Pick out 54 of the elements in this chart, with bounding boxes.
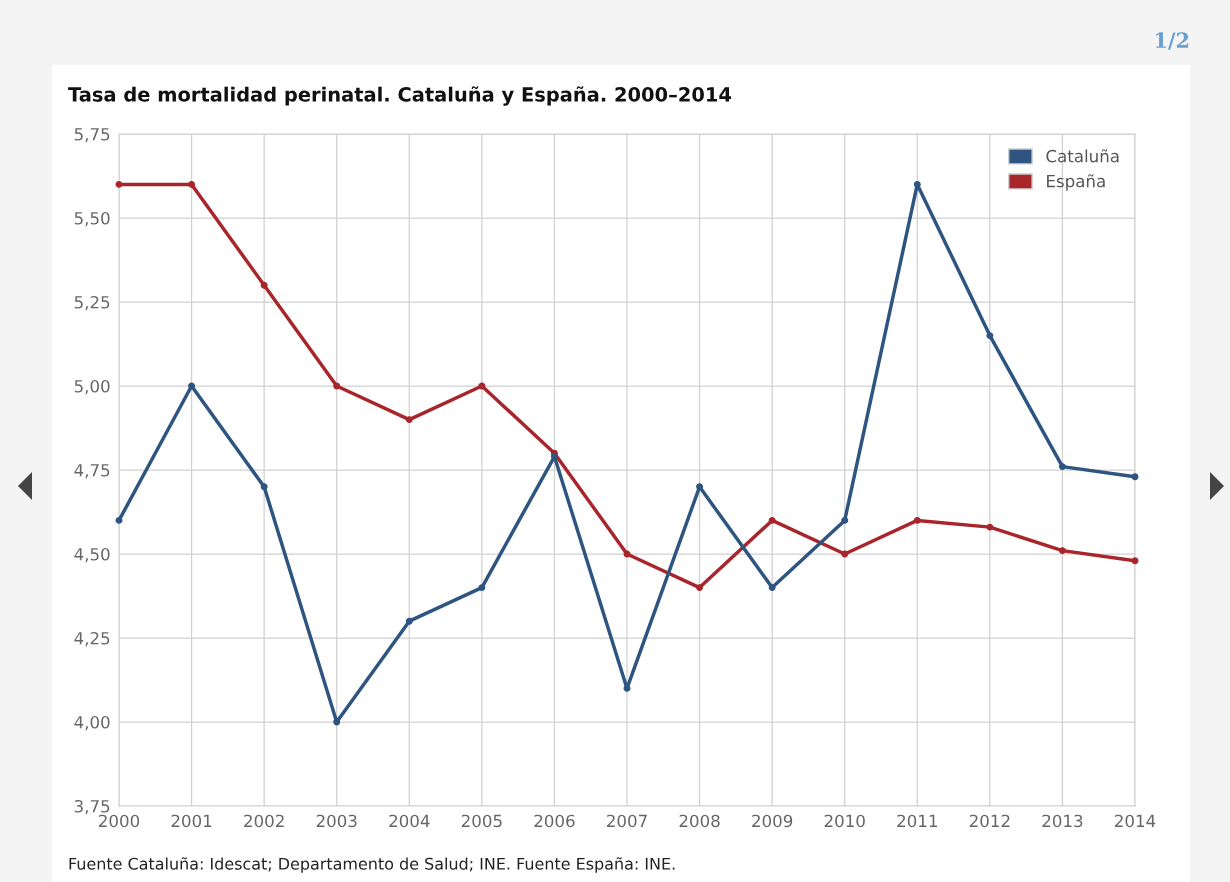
y-tick-label: 3,75 <box>74 799 110 815</box>
point <box>115 180 123 188</box>
source-note: Fuente Cataluña: Idescat; Departamento de Salud; INE. Fuente España: INE. <box>69 857 675 873</box>
chart-title: Tasa de mortalidad perinatal. Cataluña y España. 2000–2014 <box>68 86 732 106</box>
x-tick-label: 2006 <box>534 814 575 828</box>
point <box>405 416 413 424</box>
point <box>841 516 849 524</box>
point <box>768 584 776 592</box>
y-tick-label: 4,75 <box>74 464 110 479</box>
y-tick-label: 5,50 <box>74 211 110 227</box>
point <box>913 516 921 524</box>
point <box>188 180 196 188</box>
point <box>1131 473 1139 481</box>
point <box>333 718 341 726</box>
point <box>260 483 268 491</box>
point <box>115 516 123 524</box>
x-tick-label: 2012 <box>969 814 1010 828</box>
x-tick-label: 2010 <box>824 814 865 828</box>
y-tick-label: 5,00 <box>74 379 110 395</box>
point <box>841 550 849 558</box>
point <box>478 584 486 592</box>
x-tick-label: 2011 <box>897 814 937 828</box>
y-tick-label: 4,00 <box>74 715 110 731</box>
point <box>333 382 341 390</box>
y-tick-label: 4,25 <box>74 631 110 647</box>
x-tick-label: 2002 <box>244 814 284 828</box>
x-tick-label: 2013 <box>1042 814 1083 828</box>
point <box>913 180 921 188</box>
point <box>188 382 196 390</box>
point <box>260 281 268 289</box>
x-tick-label: 2003 <box>316 814 357 828</box>
point <box>696 584 704 592</box>
point <box>986 523 994 531</box>
x-tick-label: 2008 <box>679 814 720 828</box>
x-tick-label: 2000 <box>99 814 140 828</box>
point <box>478 382 486 390</box>
point <box>768 516 776 524</box>
x-tick-label: 2007 <box>607 814 647 828</box>
text: 1/2 <box>1155 32 1189 50</box>
x-tick-label: 2004 <box>389 814 430 828</box>
x-tick-label: 2014 <box>1115 814 1156 828</box>
point <box>1058 463 1066 471</box>
legend-label: Cataluña <box>1046 149 1119 163</box>
x-tick-label: 2009 <box>752 814 793 828</box>
point <box>1131 557 1139 565</box>
point <box>405 617 413 625</box>
legend-label: España <box>1047 174 1105 191</box>
y-tick-label: 4,50 <box>74 547 110 563</box>
x-tick-label: 2005 <box>461 814 502 828</box>
y-tick-label: 5,25 <box>74 295 110 311</box>
y-tick-label: 5,75 <box>74 128 110 143</box>
x-tick-label: 2001 <box>171 814 212 828</box>
point <box>1058 547 1066 555</box>
point <box>986 332 994 340</box>
